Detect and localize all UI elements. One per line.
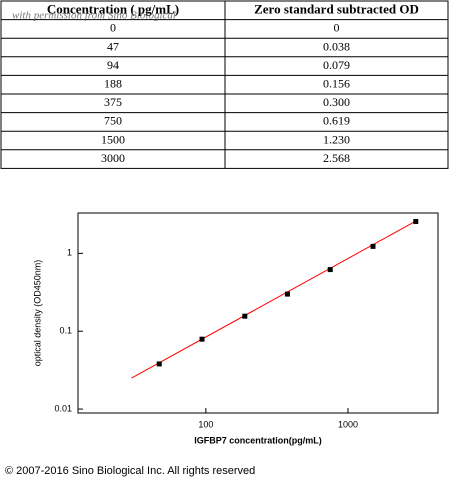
- copyright: © 2007-2016 Sino Biological Inc. All rig…: [5, 465, 255, 477]
- table-cell: 188: [104, 76, 122, 90]
- table-cell: 0: [334, 21, 340, 35]
- table-header-cell: Zero standard subtracted OD: [254, 1, 419, 16]
- y-tick-label: 0.1: [59, 326, 72, 336]
- watermark: with permission from Sino Biological: [12, 10, 176, 22]
- table-cell: 750: [104, 114, 122, 128]
- y-axis-label: optical density (OD450nm): [32, 260, 42, 367]
- data-point: [284, 291, 290, 297]
- data-point: [327, 267, 333, 273]
- fit-line: [131, 220, 417, 379]
- table-cell: 0: [110, 21, 116, 35]
- data-point: [156, 361, 162, 367]
- table-cell: 47: [107, 39, 119, 53]
- plot-frame: [77, 212, 439, 414]
- data-point: [413, 218, 419, 224]
- x-axis-label: IGFBP7 concentration(pg/mL): [194, 435, 322, 445]
- y-tick-label: 1: [67, 248, 72, 258]
- x-tick-label: 100: [198, 419, 213, 429]
- data-point: [370, 243, 376, 249]
- table-cell: 0.619: [323, 114, 350, 128]
- table-cell: 375: [104, 95, 122, 109]
- y-tick-label: 0.01: [54, 403, 72, 413]
- table-cell: 0.079: [323, 58, 350, 72]
- table-cell: 1.230: [323, 132, 350, 146]
- data-point: [242, 313, 248, 319]
- table-cell: 1500: [101, 132, 125, 146]
- table-cell: 0.300: [323, 95, 350, 109]
- table-cell: 2.568: [323, 151, 350, 165]
- table-cell: 94: [107, 58, 119, 72]
- x-tick-label: 1000: [338, 419, 358, 429]
- table-cell: 0.038: [323, 39, 350, 53]
- table-cell: 0.156: [323, 76, 350, 90]
- table-header-cell: Concentration ( pg/mL): [47, 1, 179, 16]
- table-cell: 3000: [101, 151, 125, 165]
- data-point: [199, 336, 205, 342]
